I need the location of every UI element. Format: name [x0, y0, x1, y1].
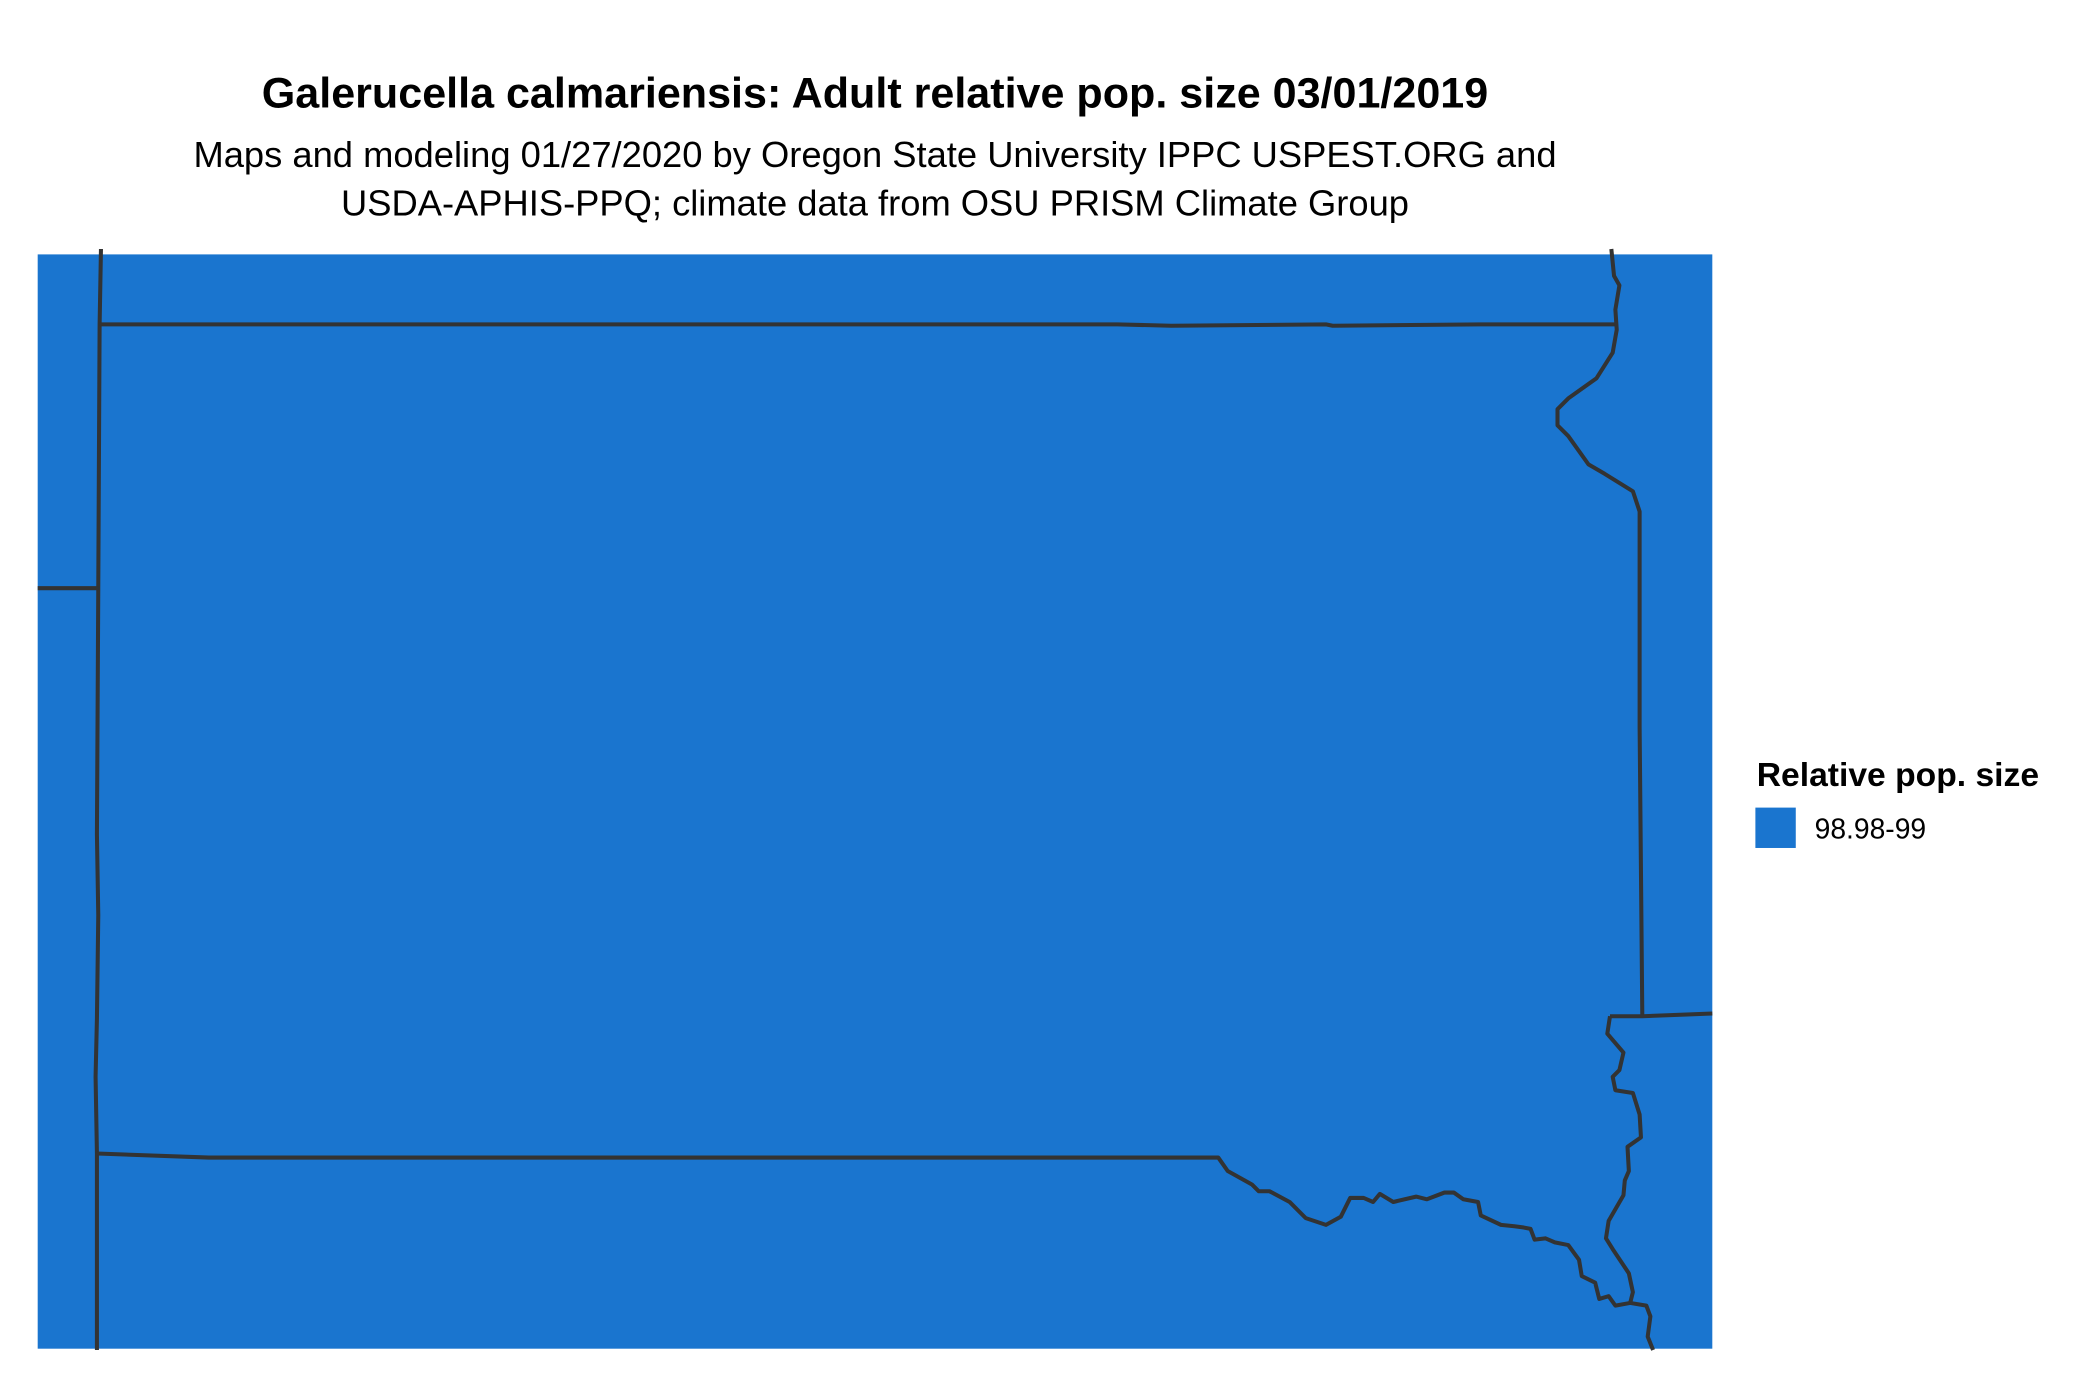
border-east-stub: [1610, 1011, 1713, 1019]
state-borders: [37, 248, 1713, 1351]
legend-label: 98.98-99: [1815, 813, 1927, 845]
border-west: [93, 248, 103, 1351]
map-subtitle-line1: Maps and modeling 01/27/2020 by Oregon S…: [193, 134, 1556, 175]
legend-title: Relative pop. size: [1757, 757, 2039, 794]
legend-swatch: [1755, 807, 1796, 848]
border-southeast: [1603, 1015, 1655, 1351]
map-subtitle-line2: USDA-APHIS-PPQ; climate data from OSU PR…: [341, 182, 1409, 223]
border-north: [99, 322, 1616, 328]
raster-fill: [37, 254, 1713, 1349]
border-south: [96, 1151, 1631, 1308]
map-title: Galerucella calmariensis: Adult relative…: [262, 70, 1488, 118]
border-northeast: [1555, 248, 1645, 1017]
